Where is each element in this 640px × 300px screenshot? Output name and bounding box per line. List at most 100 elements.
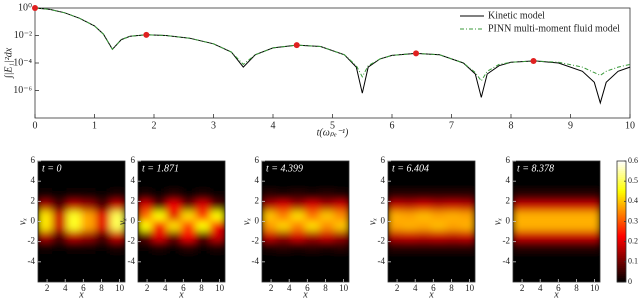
heatmap-cell — [95, 161, 111, 172]
heatmap-cell — [52, 210, 68, 222]
heatmap-cell — [95, 271, 111, 282]
colorbar-step — [617, 219, 626, 222]
heatmap-cell — [38, 190, 53, 202]
colorbar-step — [617, 201, 626, 204]
heatmap-cell — [527, 221, 543, 233]
heatmap-cell — [334, 180, 349, 192]
heatmap-cell — [305, 271, 321, 282]
heatmap-cell — [66, 221, 82, 233]
heatmap-cell — [416, 251, 432, 263]
heatmap-cell — [570, 261, 586, 273]
heatmap-cell — [460, 180, 475, 192]
panel-label: t = 6.404 — [392, 163, 429, 174]
heatmap-cells — [138, 161, 225, 282]
x-tick-label: 8 — [574, 283, 579, 293]
heatmap-cell — [195, 170, 211, 182]
heatmap-cell — [402, 261, 418, 273]
colorbar-step — [617, 161, 626, 164]
heatmap-cell — [416, 271, 432, 282]
x-tick-label: 9 — [568, 120, 573, 131]
colorbar-step — [617, 241, 626, 245]
heatmap-cell — [38, 180, 53, 192]
heatmap-cell — [195, 241, 211, 253]
heatmap-cell — [570, 251, 586, 263]
heatmap-cell — [290, 251, 306, 263]
heatmap-cell — [290, 180, 306, 192]
heatmap-cell — [513, 271, 528, 282]
heatmap-cell — [541, 251, 557, 263]
heatmap-cell — [52, 180, 68, 192]
heatmap-cell — [138, 180, 153, 192]
heatmap-cell — [445, 200, 461, 212]
heatmap-cell — [81, 251, 97, 263]
heatmap-cell — [290, 200, 306, 212]
heatmap-cell — [276, 210, 292, 222]
heatmap-cell — [110, 221, 125, 233]
x-tick-label: 1 — [92, 120, 97, 131]
heatmap-cell — [52, 271, 68, 282]
heatmap-cell — [195, 161, 211, 172]
heatmap-cell — [110, 210, 125, 222]
heatmap-cell — [276, 251, 292, 263]
colorbar-step — [617, 163, 626, 166]
heatmap-cell — [445, 210, 461, 222]
heatmap-cell — [66, 190, 82, 202]
heatmap-cell — [527, 210, 543, 222]
colorbar-step — [617, 193, 626, 196]
x-tick-label: 10 — [339, 283, 349, 293]
heatmap-cell — [585, 161, 600, 172]
heatmap-cell — [66, 200, 82, 212]
heatmap-cell — [210, 170, 225, 182]
y-tick-label: 6 — [506, 155, 511, 165]
heatmap-cells — [513, 161, 600, 282]
heatmap-cell — [416, 161, 432, 172]
heatmap-cell — [460, 241, 475, 253]
heatmap-cell — [334, 231, 349, 243]
colorbar-step — [617, 243, 626, 247]
x-tick-label: 4 — [413, 283, 418, 293]
colorbar-step — [617, 257, 626, 261]
y-tick-label: -2 — [503, 236, 511, 246]
y-tick-label: -4 — [128, 256, 136, 266]
heatmap-cell — [460, 200, 475, 212]
heatmap-cell — [38, 241, 53, 253]
heatmap-cell — [81, 200, 97, 212]
heatmap-cell — [166, 221, 182, 233]
colorbar-step — [617, 175, 626, 178]
y-tick-label: -4 — [378, 256, 386, 266]
colorbar-step — [617, 247, 626, 251]
heatmap-cell — [305, 190, 321, 202]
colorbar-step — [617, 167, 626, 170]
heatmap-cell — [570, 271, 586, 282]
y-tick-label: 2 — [131, 195, 136, 205]
heatmap-cell — [513, 170, 528, 182]
y-axis-label: vₓ — [367, 218, 378, 225]
colorbar-step — [617, 259, 626, 263]
y-tick-label: 6 — [131, 155, 136, 165]
heatmap-cell — [66, 251, 82, 263]
heatmap-cell — [445, 271, 461, 282]
heatmap-cell — [556, 170, 572, 182]
heatmap-cell — [431, 271, 447, 282]
x-tick-label: 4 — [271, 120, 276, 131]
heatmap-cell — [138, 271, 153, 282]
y-tick-label: 0 — [31, 216, 36, 226]
heatmap-cell — [527, 251, 543, 263]
y-tick-label: 4 — [31, 175, 36, 185]
heatmap-cell — [585, 271, 600, 282]
heatmap-cell — [305, 241, 321, 253]
heatmap-cell — [513, 210, 528, 222]
heatmap-cell — [319, 170, 335, 182]
heatmap-cell — [138, 261, 153, 273]
x-tick-label: 8 — [99, 283, 104, 293]
heatmap-cell — [570, 170, 586, 182]
heatmap-cell — [195, 271, 211, 282]
heatmap-cell — [402, 271, 418, 282]
heatmap-cell — [431, 221, 447, 233]
heatmap-cell — [556, 221, 572, 233]
heatmap-cell — [585, 241, 600, 253]
heatmap-cell — [181, 261, 197, 273]
heatmap-cell — [460, 221, 475, 233]
heatmap-cell — [305, 180, 321, 192]
heatmap-cell — [305, 261, 321, 273]
